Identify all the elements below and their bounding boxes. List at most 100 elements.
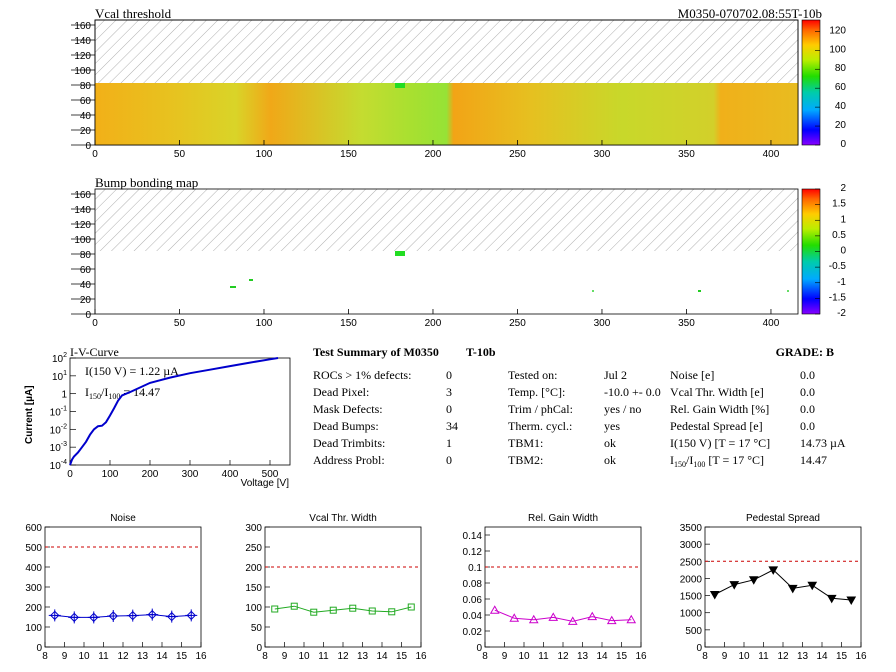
summary-left-label: Dead Pixel: (313, 385, 369, 399)
summary-left-label: ROCs > 1% defects: (313, 368, 411, 382)
map-y-tick-label: 100 (74, 235, 91, 246)
colorbar-tick-label: 0 (840, 246, 846, 257)
colorbar-2-ticks: -2 -1.5 -1 -0.5 0 0.5 1 1.5 2 (815, 183, 846, 319)
roc-data-point (368, 607, 376, 615)
map-y-tick-label: 140 (74, 36, 91, 47)
roc-x-tick-label: 10 (518, 651, 530, 662)
roc-data-point (290, 602, 298, 610)
summary-right-label: I150/I100 [T = 17 °C] (670, 453, 764, 469)
iv-title: I-V-Curve (70, 345, 119, 359)
roc-plot-noise: Noise 8 9 10 11 12 13 14 15 16 0 100 200 300 400 500 600 (25, 513, 207, 662)
roc-x-tick-label: 12 (337, 651, 349, 662)
roc-x-tick-label: 11 (758, 651, 769, 662)
roc-plot-frame (484, 526, 642, 648)
summary-middle-value: -10.0 +- 0.0 (604, 385, 661, 399)
iv-y-tick-label: 10-4 (50, 459, 67, 472)
roc-y-tick-label: 3500 (680, 523, 703, 534)
summary-middle-value: Jul 2 (604, 368, 627, 382)
iv-series (69, 357, 279, 466)
colorbar-tick-label: 0.5 (832, 230, 846, 241)
summary-rows: ROCs > 1% defects: 0 Dead Pixel: 3 Mask Defe… (313, 368, 846, 469)
roc-y-tick-label: 0 (476, 643, 482, 654)
roc-y-tick-label: 0.12 (463, 547, 483, 558)
colorbar-tick-label: 0 (840, 139, 846, 150)
roc-data-point (626, 614, 637, 624)
roc-x-tick-label: 14 (596, 651, 608, 662)
summary-right-label: Pedestal Spread [e] (670, 419, 763, 433)
roc-x-tick-label: 8 (42, 651, 48, 662)
map-x-tick-label: 400 (763, 318, 780, 329)
colorbar-tick-label: 80 (835, 63, 847, 74)
map-x-tick-label: 250 (509, 318, 526, 329)
map-y-tick-label: 20 (80, 295, 92, 306)
roc-x-tick-label: 8 (702, 651, 708, 662)
roc-x-tick-label: 14 (376, 651, 388, 662)
summary-right-value: 14.73 µA (800, 436, 846, 450)
vcal-threshold-map: Vcal threshold M0350-070702.08:55T-10b 0… (71, 6, 846, 160)
grade-label: GRADE: B (776, 345, 834, 359)
map2-frame (94, 188, 799, 315)
summary-right-label: Vcal Thr. Width [e] (670, 385, 764, 399)
roc-x-tick-label: 12 (117, 651, 129, 662)
map-y-tick-label: 140 (74, 205, 91, 216)
iv-x-tick-label: 400 (222, 469, 239, 480)
roc-y-tick-label: 0.08 (463, 579, 483, 590)
roc-x-tick-label: 9 (62, 651, 68, 662)
roc-y-tick-label: 50 (251, 623, 263, 634)
roc-plot-title: Vcal Thr. Width (309, 513, 377, 524)
iv-y-tick-label: 10-3 (50, 441, 67, 454)
roc-x-tick-label: 15 (836, 651, 848, 662)
map-x-tick-label: 150 (340, 318, 357, 329)
roc-plot-title: Rel. Gain Width (528, 513, 598, 524)
map-y-tick-label: 60 (80, 96, 92, 107)
summary-left-value: 1 (446, 436, 452, 450)
summary-left-value: 0 (446, 453, 452, 467)
roc-x-tick-label: 13 (357, 651, 369, 662)
map-x-tick-label: 400 (763, 149, 780, 160)
roc-x-tick-label: 9 (502, 651, 508, 662)
summary-middle-value: ok (604, 453, 616, 467)
roc-y-tick-label: 0 (256, 643, 262, 654)
iv-axes: 0 100 200 300 400 500 10-4 10-3 10-2 10-1 1 101 102 (50, 352, 279, 480)
map-y-tick-label: 80 (80, 81, 92, 92)
roc-data-point (729, 581, 740, 590)
map-x-tick-label: 300 (594, 318, 611, 329)
roc-plot-frame (264, 526, 422, 648)
summary-middle-label: Tested on: (508, 368, 557, 382)
roc-x-tick-label: 16 (635, 651, 647, 662)
summary-left-label: Address Probl: (313, 453, 385, 467)
map-x-tick-label: 100 (256, 149, 273, 160)
roc-x-tick-label: 10 (738, 651, 750, 662)
colorbar-tick-label: 60 (835, 82, 847, 93)
roc-y-tick-label: 1000 (680, 609, 703, 620)
roc-y-tick-label: 300 (245, 523, 262, 534)
iv-curve-plot: I-V-Curve Current [µA] Voltage [V] I(150… (24, 345, 291, 489)
summary-left-label: Dead Trimbits: (313, 436, 385, 450)
roc-x-tick-label: 16 (415, 651, 427, 662)
map1-threshold-heatmap (95, 83, 798, 145)
module-id-label: M0350-070702.08:55T-10b (678, 6, 822, 21)
map-y-tick-label: 80 (80, 250, 92, 261)
roc-series-line (494, 609, 632, 622)
roc-x-tick-label: 16 (195, 651, 207, 662)
roc-data-point (567, 616, 578, 625)
summary-left-label: Mask Defects: (313, 402, 383, 416)
roc-x-tick-label: 10 (298, 651, 310, 662)
roc-x-tick-label: 13 (137, 651, 149, 662)
roc-plot-vcal: Vcal Thr. Width 8 9 10 11 12 13 14 15 16 0 50 100 150… (245, 513, 427, 662)
roc-x-tick-label: 9 (722, 651, 728, 662)
roc-x-tick-label: 15 (396, 651, 408, 662)
roc-plot-title: Pedestal Spread (746, 513, 820, 524)
roc-x-tick-label: 8 (262, 651, 268, 662)
iv-y-tick-label: 10-1 (50, 406, 67, 419)
map-x-tick-label: 0 (92, 318, 98, 329)
colorbar-tick-label: 1.5 (832, 199, 846, 210)
map2-dead-bump (698, 290, 701, 292)
colorbar-tick-label: -1.5 (829, 292, 847, 303)
summary-left-value: 0 (446, 402, 452, 416)
map2-dead-bump (787, 290, 789, 292)
summary-right-value: 14.47 (800, 453, 827, 467)
roc-y-tick-label: 0 (36, 643, 42, 654)
roc-y-tick-label: 500 (685, 626, 702, 637)
